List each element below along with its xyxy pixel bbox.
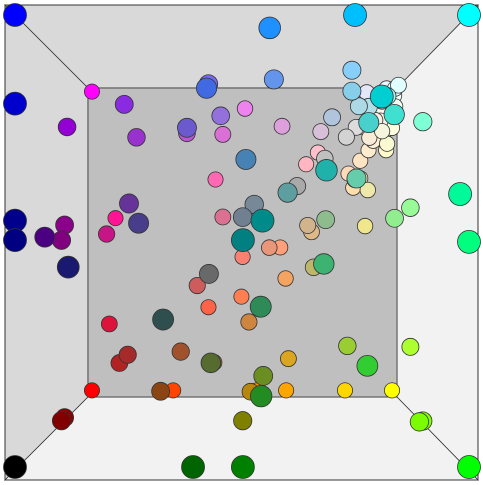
color-point xyxy=(119,193,139,214)
color-point xyxy=(232,207,253,227)
color-point xyxy=(51,411,72,431)
color-point xyxy=(409,412,430,432)
color-point xyxy=(280,350,297,368)
color-point xyxy=(457,455,481,479)
color-point xyxy=(356,217,374,235)
color-point xyxy=(188,277,206,295)
color-point xyxy=(278,382,295,399)
color-point xyxy=(313,253,335,275)
color-point xyxy=(298,156,315,173)
color-point xyxy=(299,216,317,234)
color-point xyxy=(3,228,27,253)
color-point xyxy=(413,112,433,132)
color-point xyxy=(118,345,137,364)
color-point xyxy=(448,182,472,206)
color-point xyxy=(346,168,367,189)
color-point xyxy=(338,336,357,356)
color-point xyxy=(83,83,100,100)
color-point xyxy=(100,315,118,333)
color-point xyxy=(181,455,205,479)
color-point xyxy=(315,159,338,182)
color-point xyxy=(200,299,217,316)
color-point xyxy=(358,112,380,134)
color-point xyxy=(200,352,222,374)
color-point xyxy=(152,308,175,331)
color-point xyxy=(385,209,404,228)
color-point xyxy=(249,295,272,318)
color-point xyxy=(151,381,170,401)
color-point xyxy=(277,270,294,287)
color-point xyxy=(3,3,27,27)
color-point xyxy=(384,382,401,399)
color-point xyxy=(343,3,367,27)
color-point xyxy=(83,382,100,399)
color-point xyxy=(323,108,341,127)
color-point xyxy=(199,264,219,284)
color-point xyxy=(273,117,291,135)
color-point xyxy=(258,16,281,40)
color-point xyxy=(401,198,420,217)
color-point xyxy=(457,3,481,27)
color-point xyxy=(107,210,124,227)
color-point xyxy=(352,152,369,169)
color-point xyxy=(3,455,27,479)
color-point xyxy=(171,342,190,361)
color-point xyxy=(97,225,116,243)
color-point xyxy=(383,103,405,126)
color-point xyxy=(51,230,72,250)
color-point xyxy=(277,182,298,203)
color-point xyxy=(127,128,146,147)
color-point xyxy=(214,208,232,226)
color-point xyxy=(250,208,275,233)
color-point xyxy=(3,91,27,116)
color-point xyxy=(233,411,253,431)
color-point xyxy=(263,69,284,90)
color-point xyxy=(233,288,250,305)
color-point xyxy=(235,148,257,170)
color-point xyxy=(196,77,218,99)
color-point xyxy=(214,126,232,143)
color-point xyxy=(312,123,330,141)
color-point xyxy=(211,106,230,126)
color-point xyxy=(240,313,258,331)
color-point xyxy=(401,337,420,356)
color-point xyxy=(230,228,255,253)
color-point xyxy=(316,210,335,229)
points xyxy=(3,3,481,479)
color-point xyxy=(177,117,197,138)
color-point xyxy=(128,212,150,234)
color-point xyxy=(56,255,80,279)
color-point xyxy=(457,229,481,254)
color-point xyxy=(337,128,355,146)
color-point xyxy=(356,354,379,377)
color-point xyxy=(253,366,274,386)
color-point xyxy=(349,97,368,116)
color-point xyxy=(369,84,394,109)
color-point xyxy=(114,94,134,114)
color-point xyxy=(249,384,273,408)
color-point xyxy=(236,100,254,117)
color-point xyxy=(57,117,77,137)
color-point xyxy=(342,81,362,101)
color-point xyxy=(342,60,362,80)
color-point xyxy=(390,76,407,94)
color-point xyxy=(230,455,255,479)
color-point xyxy=(359,181,376,199)
color-point xyxy=(207,171,224,188)
color-point xyxy=(34,226,56,248)
color-point xyxy=(336,382,353,399)
color-point xyxy=(261,239,278,256)
